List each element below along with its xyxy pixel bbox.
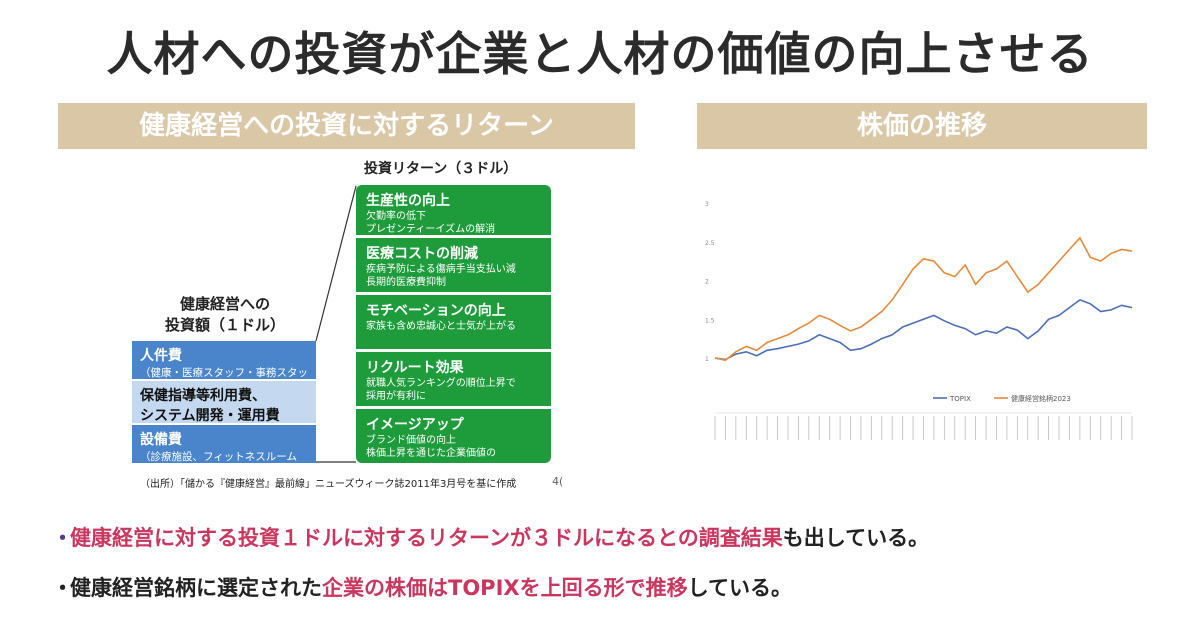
- return-medical-cost: 医療コストの削減 疾病予防による傷病手当支払い減 長期的医療費抑制: [356, 238, 551, 292]
- page-title: 人材への投資が企業と人材の価値の向上させる: [106, 27, 1094, 81]
- investment-label: 健康経営への 投資額（１ドル）: [164, 295, 285, 334]
- y-tick-label: 2.5: [705, 240, 715, 247]
- source-note: （出所）「儲かる『健康経営』最前線」ニューズウィーク誌2011年3月号を基に作成: [140, 479, 517, 490]
- legend-label-0: TOPIX: [949, 395, 971, 403]
- y-tick-label: 3: [705, 201, 709, 208]
- diagram-connector-lines: [315, 185, 357, 463]
- return-motivation: モチベーションの向上 家族も含め忠誠心と士気が上がる: [356, 295, 551, 349]
- investment-system: 保健指導等利用費、 システム開発・運用費: [132, 381, 316, 424]
- legend-label-1: 健康経営銘柄2023: [1011, 394, 1071, 403]
- bullet-2-pre: 健康経営銘柄に選定された: [70, 576, 322, 600]
- return-recruit: リクルート効果 就職人気ランキングの順位上昇で 採用が有利に: [356, 352, 551, 406]
- return-image: イメージアップ ブランド価値の向上 株価上昇を通じた企業価値の: [356, 409, 551, 463]
- bullet-2-rest: している。: [687, 576, 792, 600]
- bullet-2-highlight: 企業の株価はTOPIXを上回る形で推移: [322, 576, 688, 600]
- y-tick-label: 2: [705, 279, 709, 286]
- right-section-header: 株価の推移: [697, 103, 1147, 149]
- page-number: 4(: [552, 475, 564, 488]
- y-tick-label: 1: [705, 356, 709, 363]
- y-tick-label: 1.5: [705, 317, 715, 324]
- stock-price-chart: 3 2.5 2 1.5 1 TOPIX 健康経営銘柄2023: [705, 201, 1133, 440]
- bullet-1: ・健康経営に対する投資１ドルに対するリターンが３ドルになるとの調査結果も出してい…: [52, 522, 929, 552]
- return-title: 投資リターン（３ドル）: [364, 161, 518, 177]
- bullet-dot: ・: [52, 526, 73, 550]
- bullet-1-rest: も出している。: [782, 526, 930, 550]
- series-line-0: [714, 298, 1133, 361]
- series-line-1: [714, 236, 1133, 362]
- left-section-header: 健康経営への投資に対するリターン: [58, 103, 635, 149]
- bullet-2: ・健康経営銘柄に選定された企業の株価はTOPIXを上回る形で推移している。: [52, 572, 792, 602]
- investment-personnel: 人件費 （健康・医療スタッフ・事務スタッフ）: [132, 341, 316, 394]
- bullet-1-highlight: 健康経営に対する投資１ドルに対するリターンが３ドルになるとの調査結果: [70, 526, 783, 550]
- return-productivity: 生産性の向上 欠勤率の低下 プレゼンティーイズムの解消: [356, 185, 551, 235]
- bullet-dot: ・: [52, 576, 73, 600]
- investment-equipment: 設備費 （診療施設、フィットネスルーム等）: [132, 425, 316, 478]
